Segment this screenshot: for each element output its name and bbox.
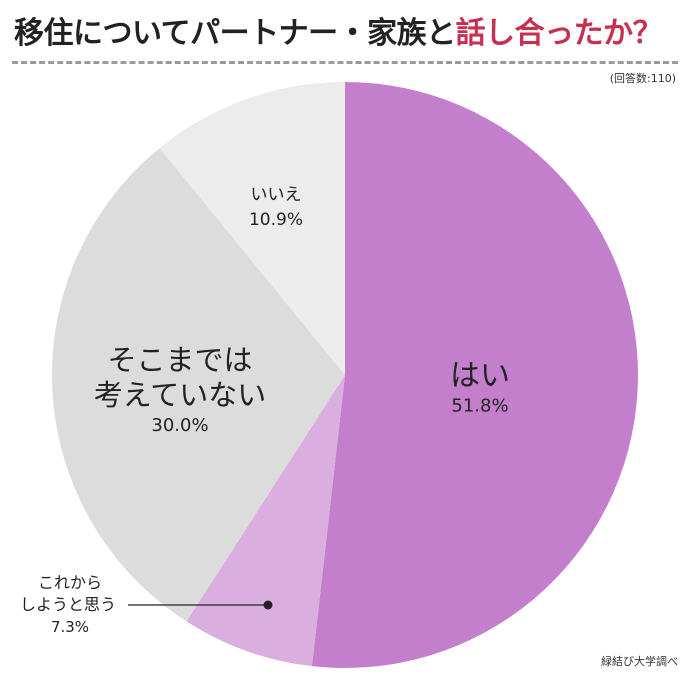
slice-label-no-line-1: いいえ <box>251 185 302 205</box>
title-divider <box>12 61 678 64</box>
slice-percent-yes: 51.8% <box>451 396 508 417</box>
callout-dot-plan <box>263 600 273 610</box>
slice-percent-plan: 7.3% <box>51 618 89 636</box>
title-main: 移住についてパートナー・家族と <box>14 16 456 51</box>
slice-label-plan-line-1: これから <box>38 573 102 592</box>
pie-slice-not-considered <box>51 148 345 622</box>
slice-label-yes-line-1: はい <box>450 359 510 394</box>
pie-slice-plan <box>186 375 345 667</box>
slice-label-not-considered-line-2: 考えていない <box>94 378 267 412</box>
slice-label-not-considered-line-1: そこまでは <box>107 343 252 377</box>
title-accent: 話し合ったか？ <box>455 16 663 51</box>
slice-label-plan-line-2: しようと思う <box>20 595 116 614</box>
source-note: 緑結び大学調べ <box>601 655 678 668</box>
respondent-count: (回答数:110) <box>609 72 676 85</box>
pie-slice-no <box>159 82 345 375</box>
chart-title: 移住についてパートナー・家族と話し合ったか？ <box>14 8 663 52</box>
pie-slice-yes <box>311 82 638 668</box>
slice-percent-not-considered: 30.0% <box>151 415 208 436</box>
slice-percent-no: 10.9% <box>249 210 303 230</box>
